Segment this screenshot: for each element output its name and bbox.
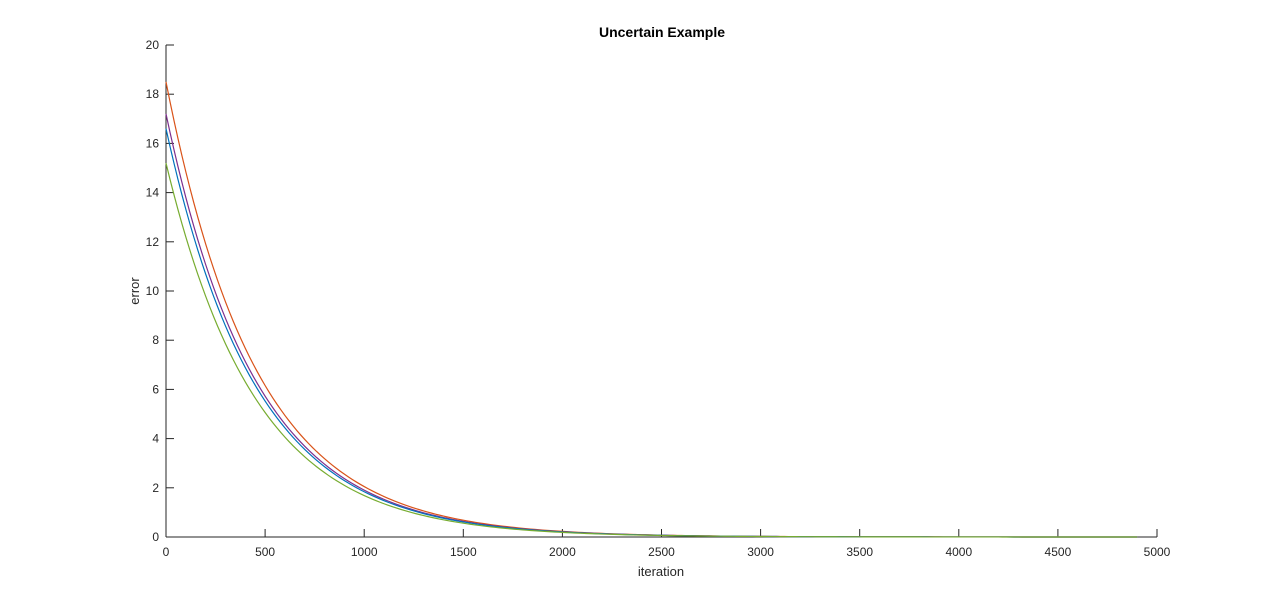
x-tick-label: 5000 <box>1144 545 1171 559</box>
series-line-1 <box>165 81 1138 538</box>
chart-title: Uncertain Example <box>599 24 725 40</box>
x-tick-label: 4000 <box>945 545 972 559</box>
series-layer <box>165 81 1138 538</box>
x-tick-label: 1500 <box>450 545 477 559</box>
y-tick-label: 10 <box>146 284 160 298</box>
y-tick-label: 6 <box>152 382 159 396</box>
series-line-4 <box>165 162 1138 538</box>
x-tick-label: 3000 <box>747 545 774 559</box>
axes: 0 500 1000 1500 2000 2500 3000 3500 4000 4500 5000… <box>146 38 1171 559</box>
y-tick-label: 20 <box>146 38 160 52</box>
x-tick-label: 4500 <box>1045 545 1072 559</box>
y-tick-label: 12 <box>146 235 160 249</box>
series-line-3 <box>165 128 1138 538</box>
y-tick-label: 8 <box>152 333 159 347</box>
x-tick-label: 2500 <box>648 545 675 559</box>
x-tick-label: 2000 <box>549 545 576 559</box>
series-line-2 <box>165 113 1138 538</box>
y-tick-label: 18 <box>146 87 160 101</box>
y-tick-label: 0 <box>152 530 159 544</box>
x-tick-label: 1000 <box>351 545 378 559</box>
x-tick-label: 3500 <box>846 545 873 559</box>
y-tick-label: 2 <box>152 481 159 495</box>
x-axis-label: iteration <box>638 564 684 579</box>
x-tick-label: 0 <box>163 545 170 559</box>
y-tick-label: 16 <box>146 136 160 150</box>
y-axis-label: error <box>127 277 142 305</box>
x-tick-label: 500 <box>255 545 275 559</box>
y-tick-label: 14 <box>146 186 160 200</box>
y-tick-label: 4 <box>152 432 159 446</box>
